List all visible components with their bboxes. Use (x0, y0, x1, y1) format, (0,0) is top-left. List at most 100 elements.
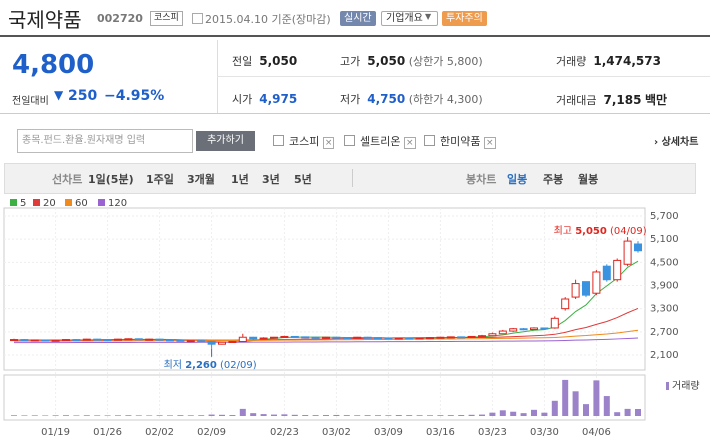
volume-bar (437, 415, 444, 416)
volume-bar (291, 414, 298, 416)
stat-label: 저가 (340, 93, 361, 106)
candle-body (270, 336, 278, 339)
volume-bar (510, 411, 517, 416)
volume-bar (260, 414, 267, 416)
volume-bar (271, 414, 277, 416)
remove-icon[interactable]: × (322, 137, 335, 149)
y-tick-label: 4,500 (650, 257, 679, 268)
period-tab[interactable]: 3개월 (187, 173, 215, 186)
company-button[interactable]: 기업개요 (381, 11, 438, 26)
x-tick-label: 01/26 (93, 427, 122, 438)
calendar-icon (192, 13, 203, 24)
date: 2015.04.10 기준(장마감) (205, 13, 331, 26)
period-tab[interactable]: 월봉 (578, 173, 599, 186)
volume-bar (385, 415, 392, 416)
line-chart-label: 선차트 (52, 173, 83, 186)
candle-body (176, 339, 185, 342)
candle-body (62, 339, 70, 342)
divider (0, 113, 710, 114)
candle-body (498, 330, 507, 335)
down-arrow: ▼ (54, 88, 64, 102)
period-tab[interactable]: 일봉 (507, 173, 528, 186)
x-tick-label: 04/06 (582, 427, 611, 438)
volume-bar (375, 415, 381, 416)
stat-value: 5,050 (259, 54, 298, 68)
volume-bar (635, 408, 641, 416)
period-tab[interactable]: 3년 (262, 173, 280, 186)
y-tick-label: 3,900 (650, 281, 679, 292)
period-tab[interactable]: 1일(5분) (88, 173, 134, 186)
volume-bar (551, 400, 558, 416)
legend-label: 120 (108, 198, 127, 209)
candle-body (197, 340, 206, 343)
detail-chart-link[interactable]: › 상세차트 (654, 137, 699, 148)
checkbox[interactable] (273, 135, 284, 146)
annotation-value: 5,050 (575, 226, 607, 237)
period-tab[interactable]: 5년 (294, 173, 312, 186)
volume-bar (31, 415, 38, 416)
add-button[interactable]: 추가하기 (196, 131, 255, 151)
legend-swatch (65, 199, 72, 206)
stat-label: 시가 (232, 93, 253, 106)
candle-body (405, 337, 414, 340)
candle-body (134, 338, 143, 341)
candle-body (571, 283, 580, 298)
candle-body (259, 337, 268, 340)
volume-legend-label: 거래량 (672, 380, 700, 392)
remove-icon[interactable]: × (483, 137, 496, 149)
volume-bar (531, 409, 537, 416)
volume-bar (73, 415, 80, 416)
volume-bar (520, 413, 527, 416)
search-input[interactable]: 종목.펀드.환율.원자재명 입력 (17, 129, 193, 153)
legend-swatch (10, 199, 17, 206)
volume-bar (364, 415, 371, 416)
remove-icon[interactable]: × (403, 137, 416, 149)
candle-body (186, 340, 195, 343)
annotation: 최저 2,260 (02/09) (164, 359, 257, 371)
candle-body (155, 338, 164, 341)
volume-bar (250, 413, 257, 416)
volume-bar (187, 415, 194, 416)
volume-bar (614, 412, 621, 416)
period-tab[interactable]: 1년 (231, 173, 249, 186)
volume-bar (21, 415, 28, 416)
dropdown-arrow: ▼ (425, 12, 432, 21)
y-tick-label: 3,300 (650, 304, 679, 315)
annotation-date: (02/09) (220, 360, 257, 371)
candle-body (280, 335, 289, 338)
stat-note: (상한가 5,800) (408, 55, 483, 68)
candle-body (290, 335, 299, 338)
volume-bar (624, 408, 631, 416)
plot-frame (3, 207, 646, 371)
detail-chart-text[interactable]: 상세차트 (661, 137, 699, 148)
volume-bar (406, 415, 413, 416)
candle-body (10, 339, 18, 342)
volume-bar (468, 414, 475, 416)
volume-bar (146, 415, 153, 416)
volume-bar (177, 415, 184, 416)
volume-bar (135, 415, 142, 416)
volume-bar (603, 396, 610, 416)
y-tick-label: 2,100 (650, 350, 679, 361)
compare-item: 코스피 (289, 135, 320, 148)
candle-body (41, 339, 50, 342)
volume-bar (583, 404, 589, 416)
candle-body (457, 336, 466, 339)
candle-body (540, 327, 549, 330)
candle-body (301, 336, 310, 339)
annotation-label: 최고 (554, 225, 572, 237)
volume-bar (239, 408, 246, 416)
legend-swatch (98, 199, 105, 206)
period-tab[interactable]: 1주일 (146, 173, 174, 186)
checkbox[interactable] (344, 135, 355, 146)
candle-body (103, 339, 112, 342)
checkbox[interactable] (424, 135, 435, 146)
y-tick-label: 2,700 (650, 327, 679, 338)
realtime-button[interactable]: 실시간 (340, 11, 376, 26)
volume-bar (343, 415, 350, 416)
candle-body (623, 240, 632, 265)
toolbar (4, 163, 696, 194)
candle-body (166, 339, 174, 342)
compare-item: 셀트리온 (360, 135, 401, 148)
period-tab[interactable]: 주봉 (543, 173, 564, 186)
